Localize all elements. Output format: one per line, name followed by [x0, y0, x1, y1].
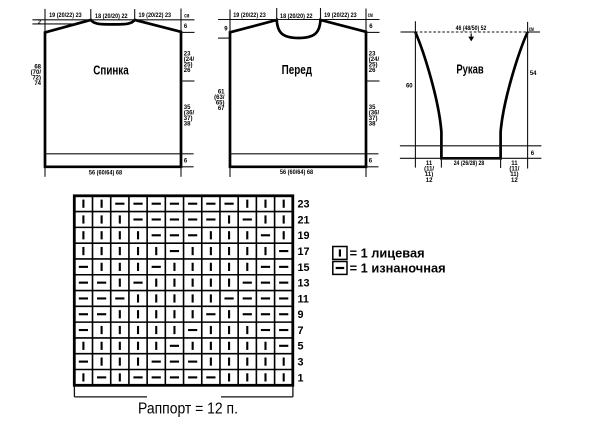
- svg-text:3: 3: [298, 357, 304, 369]
- svg-text:19: 19: [298, 230, 310, 242]
- svg-text:12: 12: [511, 178, 518, 184]
- svg-text:60: 60: [406, 84, 413, 90]
- svg-text:6: 6: [369, 24, 373, 30]
- svg-text:= 1 лицевая: = 1 лицевая: [350, 246, 425, 260]
- svg-text:(36/: (36/: [369, 111, 380, 117]
- svg-text:24 (26/28) 28: 24 (26/28) 28: [454, 161, 485, 167]
- svg-text:25): 25): [184, 63, 193, 69]
- svg-text:(24/: (24/: [369, 57, 380, 63]
- svg-text:23: 23: [298, 199, 310, 211]
- svg-text:61: 61: [218, 89, 225, 95]
- svg-text:13: 13: [298, 278, 310, 290]
- svg-text:17: 17: [298, 246, 310, 258]
- svg-text:74: 74: [34, 81, 41, 87]
- svg-text:21: 21: [298, 214, 310, 226]
- svg-text:6: 6: [184, 159, 188, 165]
- svg-text:11: 11: [511, 161, 518, 167]
- svg-text:см: см: [529, 27, 534, 33]
- svg-text:19 (20/22) 23: 19 (20/22) 23: [139, 12, 172, 19]
- svg-text:67: 67: [218, 106, 225, 112]
- svg-text:7: 7: [298, 325, 304, 337]
- svg-text:11): 11): [510, 172, 518, 178]
- svg-text:(36/: (36/: [184, 111, 195, 117]
- svg-text:6: 6: [369, 159, 373, 165]
- svg-text:18 (20/20) 22: 18 (20/20) 22: [280, 13, 313, 20]
- svg-text:35: 35: [369, 105, 376, 111]
- svg-text:54: 54: [530, 71, 537, 77]
- svg-text:см: см: [368, 13, 373, 19]
- svg-text:Раппорт = 12 п.: Раппорт = 12 п.: [138, 401, 238, 418]
- svg-text:2: 2: [38, 20, 42, 26]
- svg-text:12: 12: [426, 178, 433, 184]
- svg-text:6: 6: [531, 151, 535, 157]
- svg-text:19 (20/22) 23: 19 (20/22) 23: [49, 12, 82, 19]
- svg-text:(70/: (70/: [31, 70, 42, 76]
- svg-text:(11/: (11/: [424, 167, 434, 173]
- svg-text:72): 72): [32, 76, 41, 82]
- svg-text:см: см: [184, 13, 189, 19]
- svg-text:Спинка: Спинка: [93, 63, 129, 77]
- svg-text:56 (60/64) 68: 56 (60/64) 68: [89, 169, 123, 176]
- svg-text:5: 5: [298, 341, 304, 353]
- svg-text:23: 23: [184, 52, 191, 58]
- svg-text:37): 37): [369, 116, 378, 122]
- svg-text:= 1 изнаночная: = 1 изнаночная: [350, 261, 446, 275]
- svg-text:38: 38: [184, 122, 191, 128]
- svg-text:56 (60/64) 68: 56 (60/64) 68: [280, 169, 314, 176]
- svg-text:19 (20/22) 23: 19 (20/22) 23: [324, 12, 357, 19]
- svg-text:46 (48/50) 52: 46 (48/50) 52: [456, 26, 487, 32]
- svg-text:25): 25): [369, 63, 378, 69]
- svg-text:26: 26: [369, 68, 376, 74]
- svg-text:6: 6: [184, 24, 188, 30]
- svg-text:1: 1: [298, 372, 304, 384]
- svg-text:(63/: (63/: [214, 95, 225, 101]
- svg-text:Перед: Перед: [282, 63, 312, 77]
- svg-text:15: 15: [298, 262, 310, 274]
- svg-text:19 (20/22) 23: 19 (20/22) 23: [233, 12, 266, 19]
- svg-text:68: 68: [34, 64, 41, 70]
- svg-text:11): 11): [425, 172, 433, 178]
- svg-text:(11/: (11/: [509, 167, 519, 173]
- svg-text:11: 11: [426, 161, 433, 167]
- svg-text:23: 23: [369, 52, 376, 58]
- svg-text:65): 65): [216, 100, 225, 106]
- svg-text:11: 11: [298, 293, 309, 305]
- svg-text:26: 26: [184, 68, 191, 74]
- svg-text:18 (20/20) 22: 18 (20/20) 22: [95, 13, 128, 20]
- svg-text:35: 35: [184, 105, 191, 111]
- svg-text:37): 37): [184, 116, 193, 122]
- svg-text:38: 38: [369, 122, 376, 128]
- svg-text:Рукав: Рукав: [456, 63, 484, 77]
- svg-text:9: 9: [298, 309, 304, 321]
- svg-text:(24/: (24/: [184, 57, 195, 63]
- svg-text:9: 9: [224, 27, 228, 33]
